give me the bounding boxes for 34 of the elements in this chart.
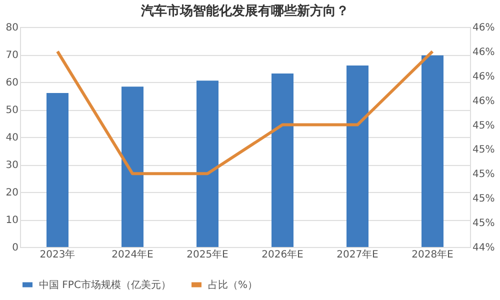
x-tick-label: 2028年E <box>412 248 454 260</box>
legend-label: 中国 FPC市场规模（亿美元） <box>39 278 171 291</box>
y2-tick-label: 44% <box>472 242 495 254</box>
y2-tick-label: 45% <box>472 194 495 205</box>
y2-tick-label: 45% <box>472 120 495 132</box>
y-tick-label: 60 <box>6 78 18 88</box>
x-tick-label: 2023年 <box>40 248 76 260</box>
y-tick-label: 0 <box>12 242 18 254</box>
legend-label: 占比（%） <box>208 278 258 291</box>
bar <box>422 55 444 247</box>
y2-tick-label: 46% <box>472 71 495 82</box>
y-tick-label: 70 <box>6 50 18 61</box>
y-tick-label: 30 <box>6 160 18 171</box>
y-tick-label: 50 <box>6 105 18 116</box>
x-tick-label: 2026年E <box>262 248 304 260</box>
y2-tick-label: 46% <box>472 22 495 34</box>
bar <box>122 86 144 247</box>
y2-tick-label: 45% <box>472 169 495 180</box>
y2-tick-label: 46% <box>472 46 495 58</box>
y2-tick-label: 45% <box>472 144 495 156</box>
y-tick-label: 10 <box>6 215 18 226</box>
y-tick-label: 80 <box>6 22 18 34</box>
x-tick-label: 2027年E <box>336 248 378 260</box>
bar <box>272 73 294 247</box>
x-tick-label: 2024年E <box>112 248 154 260</box>
y-tick-label: 20 <box>6 188 18 198</box>
y-tick-label: 40 <box>6 132 18 144</box>
x-tick-label: 2025年E <box>186 248 228 260</box>
bar <box>196 80 218 247</box>
bar <box>346 66 368 247</box>
y2-tick-label: 45% <box>472 218 495 230</box>
bar <box>46 93 68 247</box>
y2-tick-label: 46% <box>472 96 495 107</box>
chart-title: 汽车市场智能化发展有哪些新方向？ <box>140 3 349 19</box>
